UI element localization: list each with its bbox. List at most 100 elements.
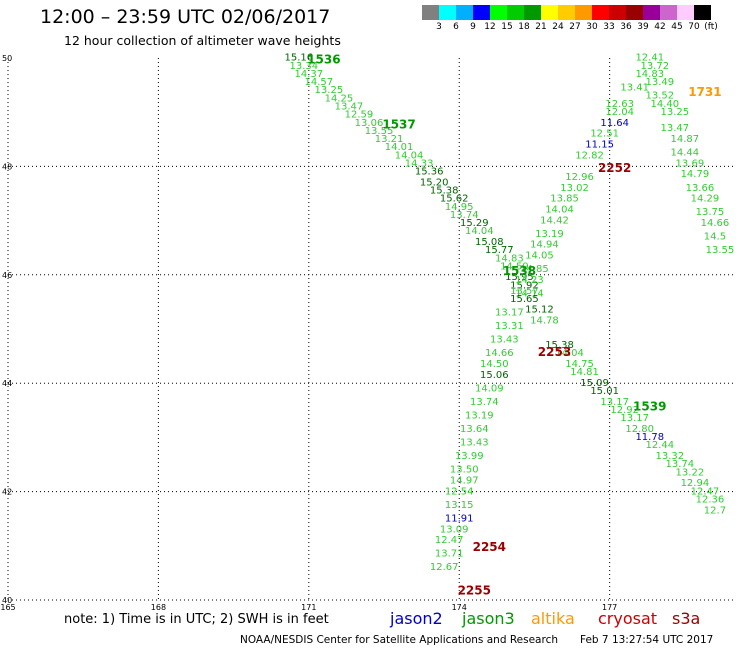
color-swatch (643, 5, 660, 20)
lon-tick-label: 177 (602, 603, 617, 612)
wave-height-value: 12.82 (575, 150, 604, 161)
wave-height-value: 13.17 (495, 307, 524, 318)
wave-height-value: 13.75 (696, 207, 725, 218)
wave-height-value: 13.19 (465, 410, 494, 421)
color-swatch (694, 5, 711, 20)
wave-height-value: 12.80 (625, 424, 654, 435)
wave-height-value: 13.31 (495, 321, 524, 332)
wave-height-value: 15.20 (420, 177, 449, 188)
color-scale-label: 18 (518, 22, 530, 32)
wave-height-value: 14.29 (691, 194, 720, 205)
wave-height-value: 14.04 (555, 348, 584, 359)
legend-altika: altika (531, 609, 575, 628)
wave-height-value: 14.42 (540, 215, 569, 226)
wave-height-value: 13.85 (550, 194, 579, 205)
wave-height-value: 14.78 (530, 316, 559, 327)
lat-tick-label: 48 (2, 162, 12, 171)
wave-height-value: 13.50 (450, 465, 479, 476)
wave-height-value: 14.05 (525, 251, 554, 262)
wave-height-value: 13.49 (645, 77, 674, 88)
wave-height-value: 13.34 (289, 61, 318, 72)
wave-height-value: 14.75 (565, 359, 594, 370)
wave-height-value: 13.09 (440, 524, 469, 535)
pass-number-label: 2255 (458, 584, 491, 598)
legend-jason3: jason3 (462, 609, 515, 628)
lat-tick-label: 44 (2, 379, 12, 388)
wave-height-value: 13.64 (460, 424, 489, 435)
wave-height-value: 13.41 (620, 83, 649, 94)
wave-height-value: 14.33 (405, 158, 434, 169)
wave-height-value: 13.17 (600, 397, 629, 408)
wave-height-value: 13.99 (455, 451, 484, 462)
wave-height-value: 15.08 (475, 237, 504, 248)
wave-height-value: 15.38 (545, 340, 574, 351)
wave-height-value: 13.06 (355, 118, 384, 129)
wave-height-value: 14.83 (635, 69, 664, 80)
color-scale-label: 36 (620, 22, 632, 32)
wave-height-value: 14.5 (704, 232, 726, 243)
wave-height-value: 14.66 (485, 348, 514, 359)
wave-height-value: 13.52 (645, 91, 674, 102)
wave-height-value: 14.85 (520, 264, 549, 275)
wave-height-value: 14.44 (671, 148, 700, 159)
wave-height-value: 11.91 (445, 513, 474, 524)
wave-height-value: 12.36 (696, 494, 725, 505)
wave-height-value: 13.02 (560, 183, 589, 194)
wave-height-value: 12.63 (605, 99, 634, 110)
color-scale-label: 33 (603, 22, 615, 32)
pass-number-label: 1538 (503, 264, 536, 278)
wave-height-value: 15.29 (460, 218, 489, 229)
wave-height-value: 13.66 (686, 183, 715, 194)
wave-height-value: 11.64 (600, 118, 629, 129)
wave-height-value: 13.43 (460, 438, 489, 449)
lat-tick-label: 40 (2, 596, 12, 605)
lon-tick-label: 168 (151, 603, 166, 612)
color-scale-label: 42 (654, 22, 666, 32)
wave-height-value: 12.47 (435, 535, 464, 546)
wave-height-value: 12.94 (681, 478, 710, 489)
color-swatch (473, 5, 490, 20)
pass-number-label: 1536 (307, 52, 340, 66)
wave-height-value: 15.09 (580, 378, 609, 389)
wave-height-value: 15.01 (590, 386, 619, 397)
color-swatch (541, 5, 558, 20)
footer-credit: NOAA/NESDIS Center for Satellite Applica… (240, 634, 558, 646)
color-scale-labels: 3 6 9 12 15 18 21 24 27 30 33 36 39 42 45 70 (ft) (422, 22, 740, 34)
wave-height-value: 12.41 (635, 53, 664, 64)
wave-height-value: 15.92 (510, 280, 539, 291)
wave-height-value: 13.17 (620, 413, 649, 424)
wave-height-value: 15.77 (485, 245, 514, 256)
wave-height-value: 12.7 (704, 505, 726, 516)
wave-height-value: 13.21 (375, 134, 404, 145)
lon-tick-label: 165 (0, 603, 15, 612)
wave-height-value: 14.04 (395, 150, 424, 161)
pass-number-label: 1539 (633, 399, 666, 413)
color-scale-label: (ft) (704, 22, 718, 32)
pass-number-label: 1537 (382, 117, 415, 131)
wave-height-value: 12.67 (430, 562, 459, 573)
wave-height-value: 12.47 (691, 486, 720, 497)
color-scale-label: 24 (552, 22, 564, 32)
wave-height-value: 14.95 (445, 202, 474, 213)
wave-height-value: 13.74 (666, 459, 695, 470)
pass-number-label: 2254 (473, 540, 506, 554)
wave-height-value: 13.25 (661, 107, 690, 118)
color-scale-label: 70 (688, 22, 700, 32)
wave-height-value: 14.97 (450, 475, 479, 486)
wave-height-value: 14.01 (385, 142, 414, 153)
wave-height-value: 14.14 (515, 288, 544, 299)
wave-height-value: 14.79 (681, 169, 710, 180)
wave-height-value: 13.19 (535, 229, 564, 240)
wave-height-value: 14.50 (480, 359, 509, 370)
color-scale-label: 9 (470, 22, 476, 32)
wave-height-value: 11.78 (635, 432, 664, 443)
wave-height-value: 13.55 (706, 245, 735, 256)
note-text: note: 1) Time is in UTC; 2) SWH is in fe… (64, 612, 329, 627)
wave-height-value: 13.15 (445, 500, 474, 511)
wave-height-value: 15.62 (440, 194, 469, 205)
wave-height-value: 14.04 (465, 226, 494, 237)
color-scale-label: 3 (436, 22, 442, 32)
wave-height-value: 15.65 (510, 294, 539, 305)
color-swatch (507, 5, 524, 20)
